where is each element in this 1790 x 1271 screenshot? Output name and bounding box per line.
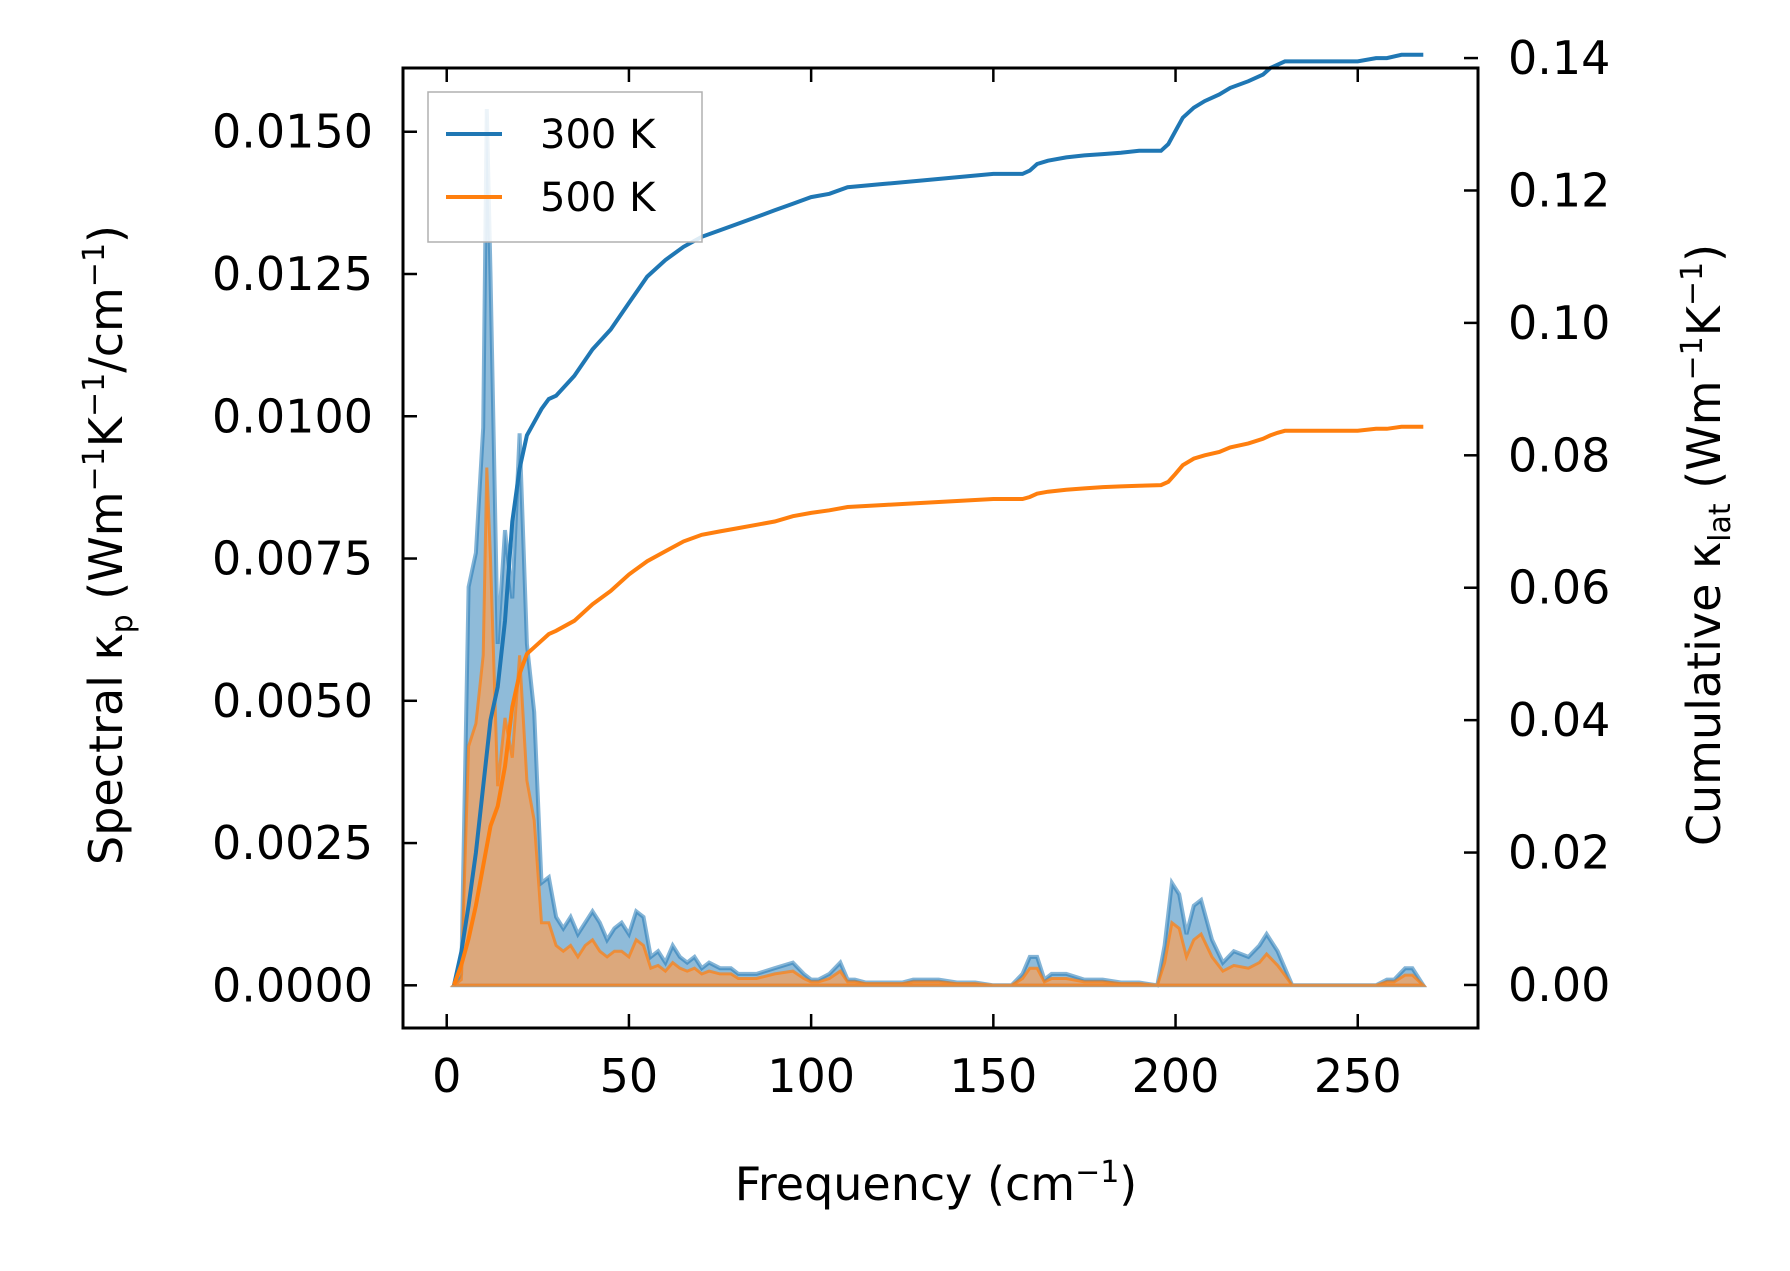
legend-label: 500 K xyxy=(540,175,657,221)
y-right-tick-label: 0.14 xyxy=(1508,31,1610,85)
y-right-tick-label: 0.08 xyxy=(1508,428,1610,482)
y-right-tick-label: 0.02 xyxy=(1508,826,1610,880)
x-tick-label: 250 xyxy=(1314,1049,1402,1103)
spectral-fills xyxy=(449,108,1428,988)
legend: 300 K 500 K xyxy=(427,91,703,243)
plot-frame xyxy=(401,66,1480,1030)
spectral-500k-area xyxy=(449,467,1428,987)
x-axis-label: Frequency (cm−1) xyxy=(735,1155,1138,1211)
y-left-tick-label: 0.0125 xyxy=(212,247,373,301)
y-right-tick-label: 0.06 xyxy=(1508,561,1610,615)
cumulative-lines xyxy=(452,52,1424,986)
right-y-axis-label: Cumulative κlat (Wm−1K−1) xyxy=(1675,244,1738,846)
y-left-tick-label: 0.0025 xyxy=(212,816,373,870)
cumulative-300k-line xyxy=(452,52,1424,986)
cumulative-500k-line xyxy=(452,424,1424,986)
y-left-tick-label: 0.0075 xyxy=(212,532,373,586)
y-left-tick-label: 0.0100 xyxy=(212,389,373,443)
y-left-tick-label: 0.0000 xyxy=(212,958,373,1012)
spectral-300k-area xyxy=(450,108,1427,988)
x-tick-label: 0 xyxy=(432,1049,461,1103)
axes: 0 50 100 150 200 250 0.0000 0.0025 0.0050 0.0075 0… xyxy=(212,31,1610,1103)
legend-box xyxy=(427,91,703,243)
y-left-tick-label: 0.0050 xyxy=(212,674,373,728)
y-left-tick-label: 0.0150 xyxy=(212,105,373,159)
x-tick-label: 50 xyxy=(600,1049,659,1103)
x-tick-label: 100 xyxy=(767,1049,855,1103)
y-right-tick-label: 0.04 xyxy=(1508,693,1610,747)
y-right-tick-label: 0.10 xyxy=(1508,296,1610,350)
y-right-tick-label: 0.00 xyxy=(1508,958,1610,1012)
y-right-tick-label: 0.12 xyxy=(1508,163,1610,217)
x-tick-label: 200 xyxy=(1132,1049,1220,1103)
legend-label: 300 K xyxy=(540,112,657,158)
x-tick-label: 150 xyxy=(949,1049,1037,1103)
left-y-axis-label: Spectral κp (Wm−1K−1/cm−1) xyxy=(77,225,140,865)
